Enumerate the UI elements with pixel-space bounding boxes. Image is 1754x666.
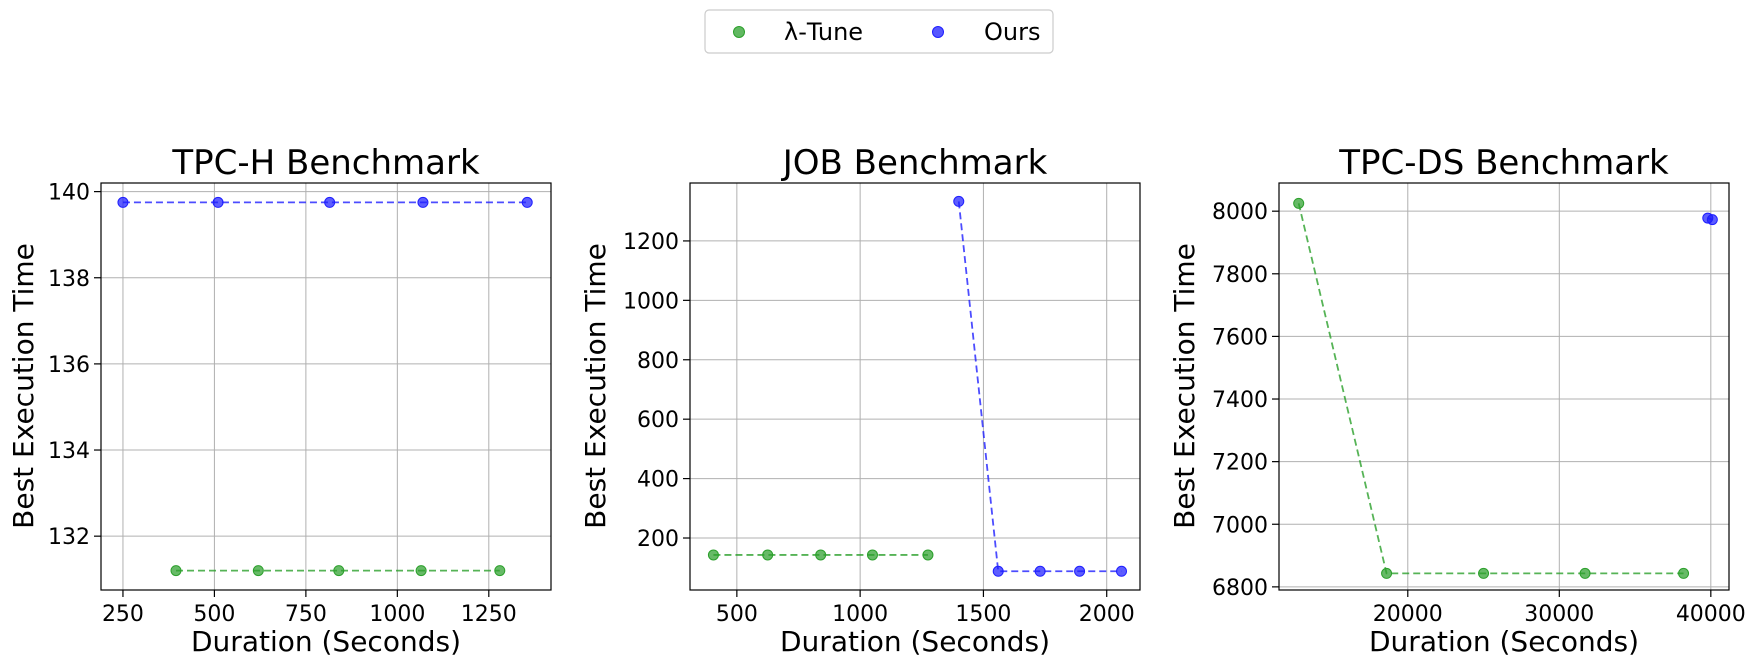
plot-frame [100,182,552,591]
x-tick-label: 2000 [1079,602,1135,627]
series-line-lambda-tune [1297,203,1684,575]
x-tick-label: 1500 [955,602,1011,627]
x-tick-label: 30000 [1524,602,1594,627]
axis-ticks: 250 500 750 1000 1250 132 134 136 138 140 [48,181,517,627]
x-axis-label: Duration (Seconds) [191,625,461,658]
panel-tpch: TPC-H Benchmark 250 500 750 1000 1250 132 134 1… [7,143,552,658]
data-point-lambda-tune [707,549,719,561]
data-point-ours [1074,565,1086,577]
panel-tpcds: TPC-DS Benchmark 20000 30000 40000 6800 7000… [1168,143,1746,658]
data-point-lambda-tune [762,549,774,561]
legend: λ-Tune Ours [704,9,1054,54]
data-point-ours [1116,565,1128,577]
y-axis-label: Best Execution Time [7,243,40,529]
x-tick-label: 500 [193,602,235,627]
data-point-ours [117,196,129,208]
plot-frame [1278,182,1730,591]
plot-marks [117,196,533,577]
x-tick-label: 750 [285,602,327,627]
data-point-ours [992,565,1004,577]
x-tick-label: 1000 [832,602,888,627]
y-tick-label: 600 [637,408,679,433]
y-tick-label: 6800 [1212,576,1268,601]
data-point-lambda-tune [1293,197,1305,209]
y-tick-label: 7200 [1212,451,1268,476]
y-tick-label: 7800 [1212,263,1268,288]
data-point-ours [212,196,224,208]
data-point-lambda-tune [1678,567,1690,579]
y-tick-label: 1000 [623,289,679,314]
legend-label-ours: Ours [984,18,1040,46]
x-tick-label: 40000 [1676,602,1746,627]
x-tick-label: 1250 [461,602,517,627]
plot-marks [707,195,1128,577]
y-tick-label: 136 [48,353,90,378]
legend-marker-lambda-tune [733,26,745,38]
data-point-lambda-tune [494,565,506,577]
x-axis-label: Duration (Seconds) [1369,625,1639,658]
data-point-lambda-tune [252,565,264,577]
x-tick-label: 1000 [369,602,425,627]
plot-marks [1293,197,1718,579]
panel-title: TPC-DS Benchmark [1338,143,1669,183]
y-tick-label: 132 [48,525,90,550]
data-point-lambda-tune [1381,567,1393,579]
y-tick-label: 8000 [1212,200,1268,225]
y-tick-label: 138 [48,267,90,292]
data-point-lambda-tune [922,549,934,561]
y-tick-label: 140 [48,181,90,206]
panel-title: JOB Benchmark [781,143,1048,183]
x-tick-label: 500 [716,602,758,627]
data-point-lambda-tune [815,549,827,561]
data-point-lambda-tune [866,549,878,561]
data-point-ours [417,196,429,208]
axis-ticks: 500 1000 1500 2000 200 400 600 800 1000 1200 [623,230,1135,627]
legend-label-lambda-tune: λ-Tune [784,18,863,46]
data-point-ours [1706,214,1718,226]
y-tick-label: 7400 [1212,388,1268,413]
data-point-ours [324,196,336,208]
panel-job: JOB Benchmark 500 1000 1500 2000 200 400 600 80… [579,143,1141,658]
x-axis-label: Duration (Seconds) [780,625,1050,658]
data-point-ours [953,195,965,207]
y-tick-label: 200 [637,527,679,552]
gridlines [690,183,1140,590]
y-axis-label: Best Execution Time [1168,243,1201,529]
y-tick-label: 7600 [1212,325,1268,350]
data-point-lambda-tune [415,565,427,577]
y-tick-label: 7000 [1212,513,1268,538]
legend-frame [704,9,1054,54]
y-axis-label: Best Execution Time [579,243,612,529]
y-tick-label: 800 [637,349,679,374]
y-tick-label: 134 [48,439,90,464]
data-point-ours [1034,565,1046,577]
panel-title: TPC-H Benchmark [171,143,480,183]
data-point-lambda-tune [1478,567,1490,579]
plot-frame [689,182,1141,591]
gridlines [1279,183,1729,590]
legend-marker-ours [932,26,944,38]
data-point-lambda-tune [170,565,182,577]
data-point-lambda-tune [333,565,345,577]
x-tick-label: 250 [102,602,144,627]
x-tick-label: 20000 [1373,602,1443,627]
data-point-ours [521,196,533,208]
axis-ticks: 20000 30000 40000 6800 7000 7200 7400 7600 7800 8… [1212,200,1746,627]
gridlines [101,183,551,590]
y-tick-label: 1200 [623,230,679,255]
data-point-lambda-tune [1579,567,1591,579]
y-tick-label: 400 [637,468,679,493]
